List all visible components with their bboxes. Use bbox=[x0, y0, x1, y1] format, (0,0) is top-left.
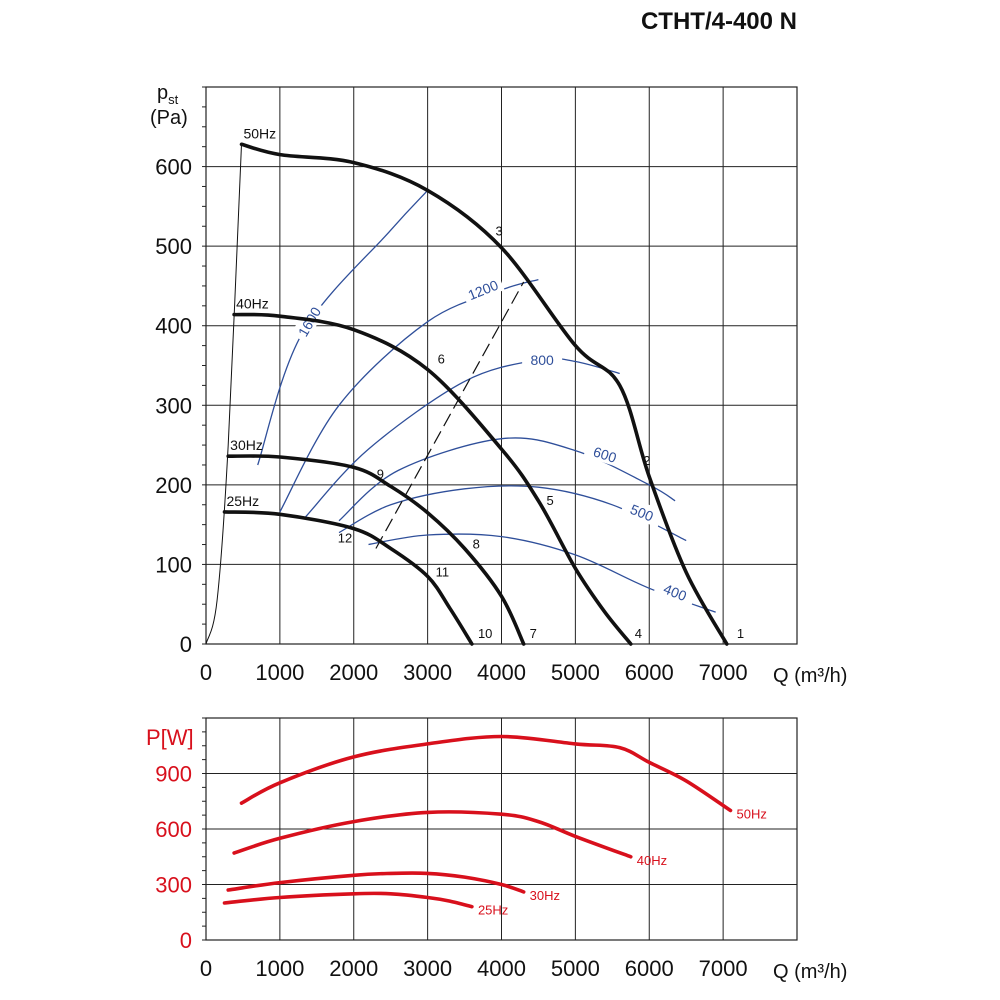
x-tick-label: 5000 bbox=[551, 660, 600, 685]
power-grid: 0 1000 2000 3000 4000 5000 6000 7000 0 300 600 900 P… bbox=[146, 717, 847, 983]
dashed-operating-line bbox=[375, 281, 525, 549]
efficiency-line-1600 bbox=[257, 189, 429, 466]
pressure-curves bbox=[222, 142, 729, 646]
system-line bbox=[205, 144, 242, 645]
y-tick-label: 0 bbox=[180, 928, 192, 953]
point-label-9: 9 bbox=[377, 466, 384, 481]
y-tick-label: 600 bbox=[155, 817, 192, 842]
chart-title: CTHT/4-400 N bbox=[640, 8, 797, 35]
efficiency-line-600 bbox=[338, 437, 676, 522]
point-label-7: 7 bbox=[530, 626, 537, 641]
x-tick-label: 0 bbox=[200, 956, 212, 981]
point-label-10: 10 bbox=[478, 626, 492, 641]
efficiency-line-400 bbox=[368, 533, 716, 613]
series-label-50Hz: 50Hz bbox=[243, 125, 276, 141]
x-tick-label: 3000 bbox=[403, 660, 452, 685]
x-tick-label: 2000 bbox=[329, 660, 378, 685]
x-tick-label: 1000 bbox=[255, 956, 304, 981]
x-tick-label: 7000 bbox=[699, 956, 748, 981]
efficiency-label-1200: 1200 bbox=[466, 277, 501, 304]
power-curve-30Hz bbox=[226, 871, 526, 894]
point-label-5: 5 bbox=[546, 493, 553, 508]
point-label-6: 6 bbox=[438, 351, 445, 366]
point-label-2: 2 bbox=[643, 453, 650, 468]
x-tick-label: 6000 bbox=[625, 956, 674, 981]
efficiency-label-600: 600 bbox=[591, 443, 618, 466]
power-curve-40Hz bbox=[232, 810, 633, 859]
efficiency-label-bg bbox=[620, 495, 665, 528]
point-label-8: 8 bbox=[473, 537, 480, 552]
series-label-25Hz: 25Hz bbox=[226, 493, 259, 509]
point-label-1: 1 bbox=[737, 626, 744, 641]
y-tick-label: 400 bbox=[155, 314, 192, 339]
power-labels: 50Hz 40Hz 30Hz 25Hz bbox=[478, 807, 767, 918]
auxiliary-lines bbox=[205, 144, 525, 645]
x-tick-label: 3000 bbox=[403, 956, 452, 981]
y-axis-label: pst bbox=[157, 82, 179, 107]
x-tick-label: 1000 bbox=[255, 660, 304, 685]
y-tick-label: 500 bbox=[155, 234, 192, 259]
x-tick-label: 6000 bbox=[625, 660, 674, 685]
pressure-curve-40Hz bbox=[232, 312, 633, 646]
y-tick-label: 600 bbox=[155, 155, 192, 180]
y-tick-label: 900 bbox=[155, 762, 192, 787]
pressure-curve-25Hz bbox=[222, 510, 474, 646]
efficiency-label-bg bbox=[653, 575, 698, 608]
x-tick-label: 0 bbox=[200, 660, 212, 685]
pressure-curve-50Hz bbox=[239, 142, 729, 646]
x-tick-label: 4000 bbox=[477, 660, 526, 685]
pressure-grid: 0 1000 2000 3000 4000 5000 6000 7000 0 100 200 300 4… bbox=[150, 82, 847, 687]
power-curves bbox=[222, 734, 733, 909]
power-label-40Hz: 40Hz bbox=[637, 853, 667, 868]
power-label-50Hz: 50Hz bbox=[737, 807, 767, 822]
efficiency-line-800 bbox=[305, 357, 620, 518]
x-axis-label: Q (m³/h) bbox=[773, 665, 847, 687]
power-label-30Hz: 30Hz bbox=[530, 888, 560, 903]
efficiency-line-1200 bbox=[279, 278, 539, 513]
point-label-4: 4 bbox=[635, 626, 642, 641]
efficiency-label-bg bbox=[522, 349, 563, 368]
x-tick-label: 5000 bbox=[551, 956, 600, 981]
x-tick-label: 7000 bbox=[699, 660, 748, 685]
power-label-25Hz: 25Hz bbox=[478, 903, 508, 918]
y-axis-unit: (Pa) bbox=[150, 107, 188, 129]
point-label-11: 11 bbox=[436, 564, 450, 579]
power-curve-50Hz bbox=[239, 734, 733, 813]
y-tick-label: 0 bbox=[180, 632, 192, 657]
series-label-40Hz: 40Hz bbox=[236, 296, 269, 312]
efficiency-label-800: 800 bbox=[530, 352, 554, 368]
efficiency-label-bg bbox=[583, 438, 628, 469]
y-tick-label: 300 bbox=[155, 393, 192, 418]
x-tick-label: 4000 bbox=[477, 956, 526, 981]
efficiency-label-bg bbox=[460, 273, 505, 305]
y-axis-label: P[W] bbox=[146, 725, 194, 750]
point-label-3: 3 bbox=[496, 224, 503, 239]
series-label-30Hz: 30Hz bbox=[230, 437, 263, 453]
y-tick-label: 200 bbox=[155, 473, 192, 498]
power-curve-25Hz bbox=[222, 891, 474, 909]
y-tick-label: 100 bbox=[155, 552, 192, 577]
y-tick-label: 300 bbox=[155, 873, 192, 898]
x-tick-label: 2000 bbox=[329, 956, 378, 981]
point-label-12: 12 bbox=[338, 531, 352, 546]
pressure-curve-30Hz bbox=[226, 454, 526, 646]
x-axis-label: Q (m³/h) bbox=[773, 961, 847, 983]
